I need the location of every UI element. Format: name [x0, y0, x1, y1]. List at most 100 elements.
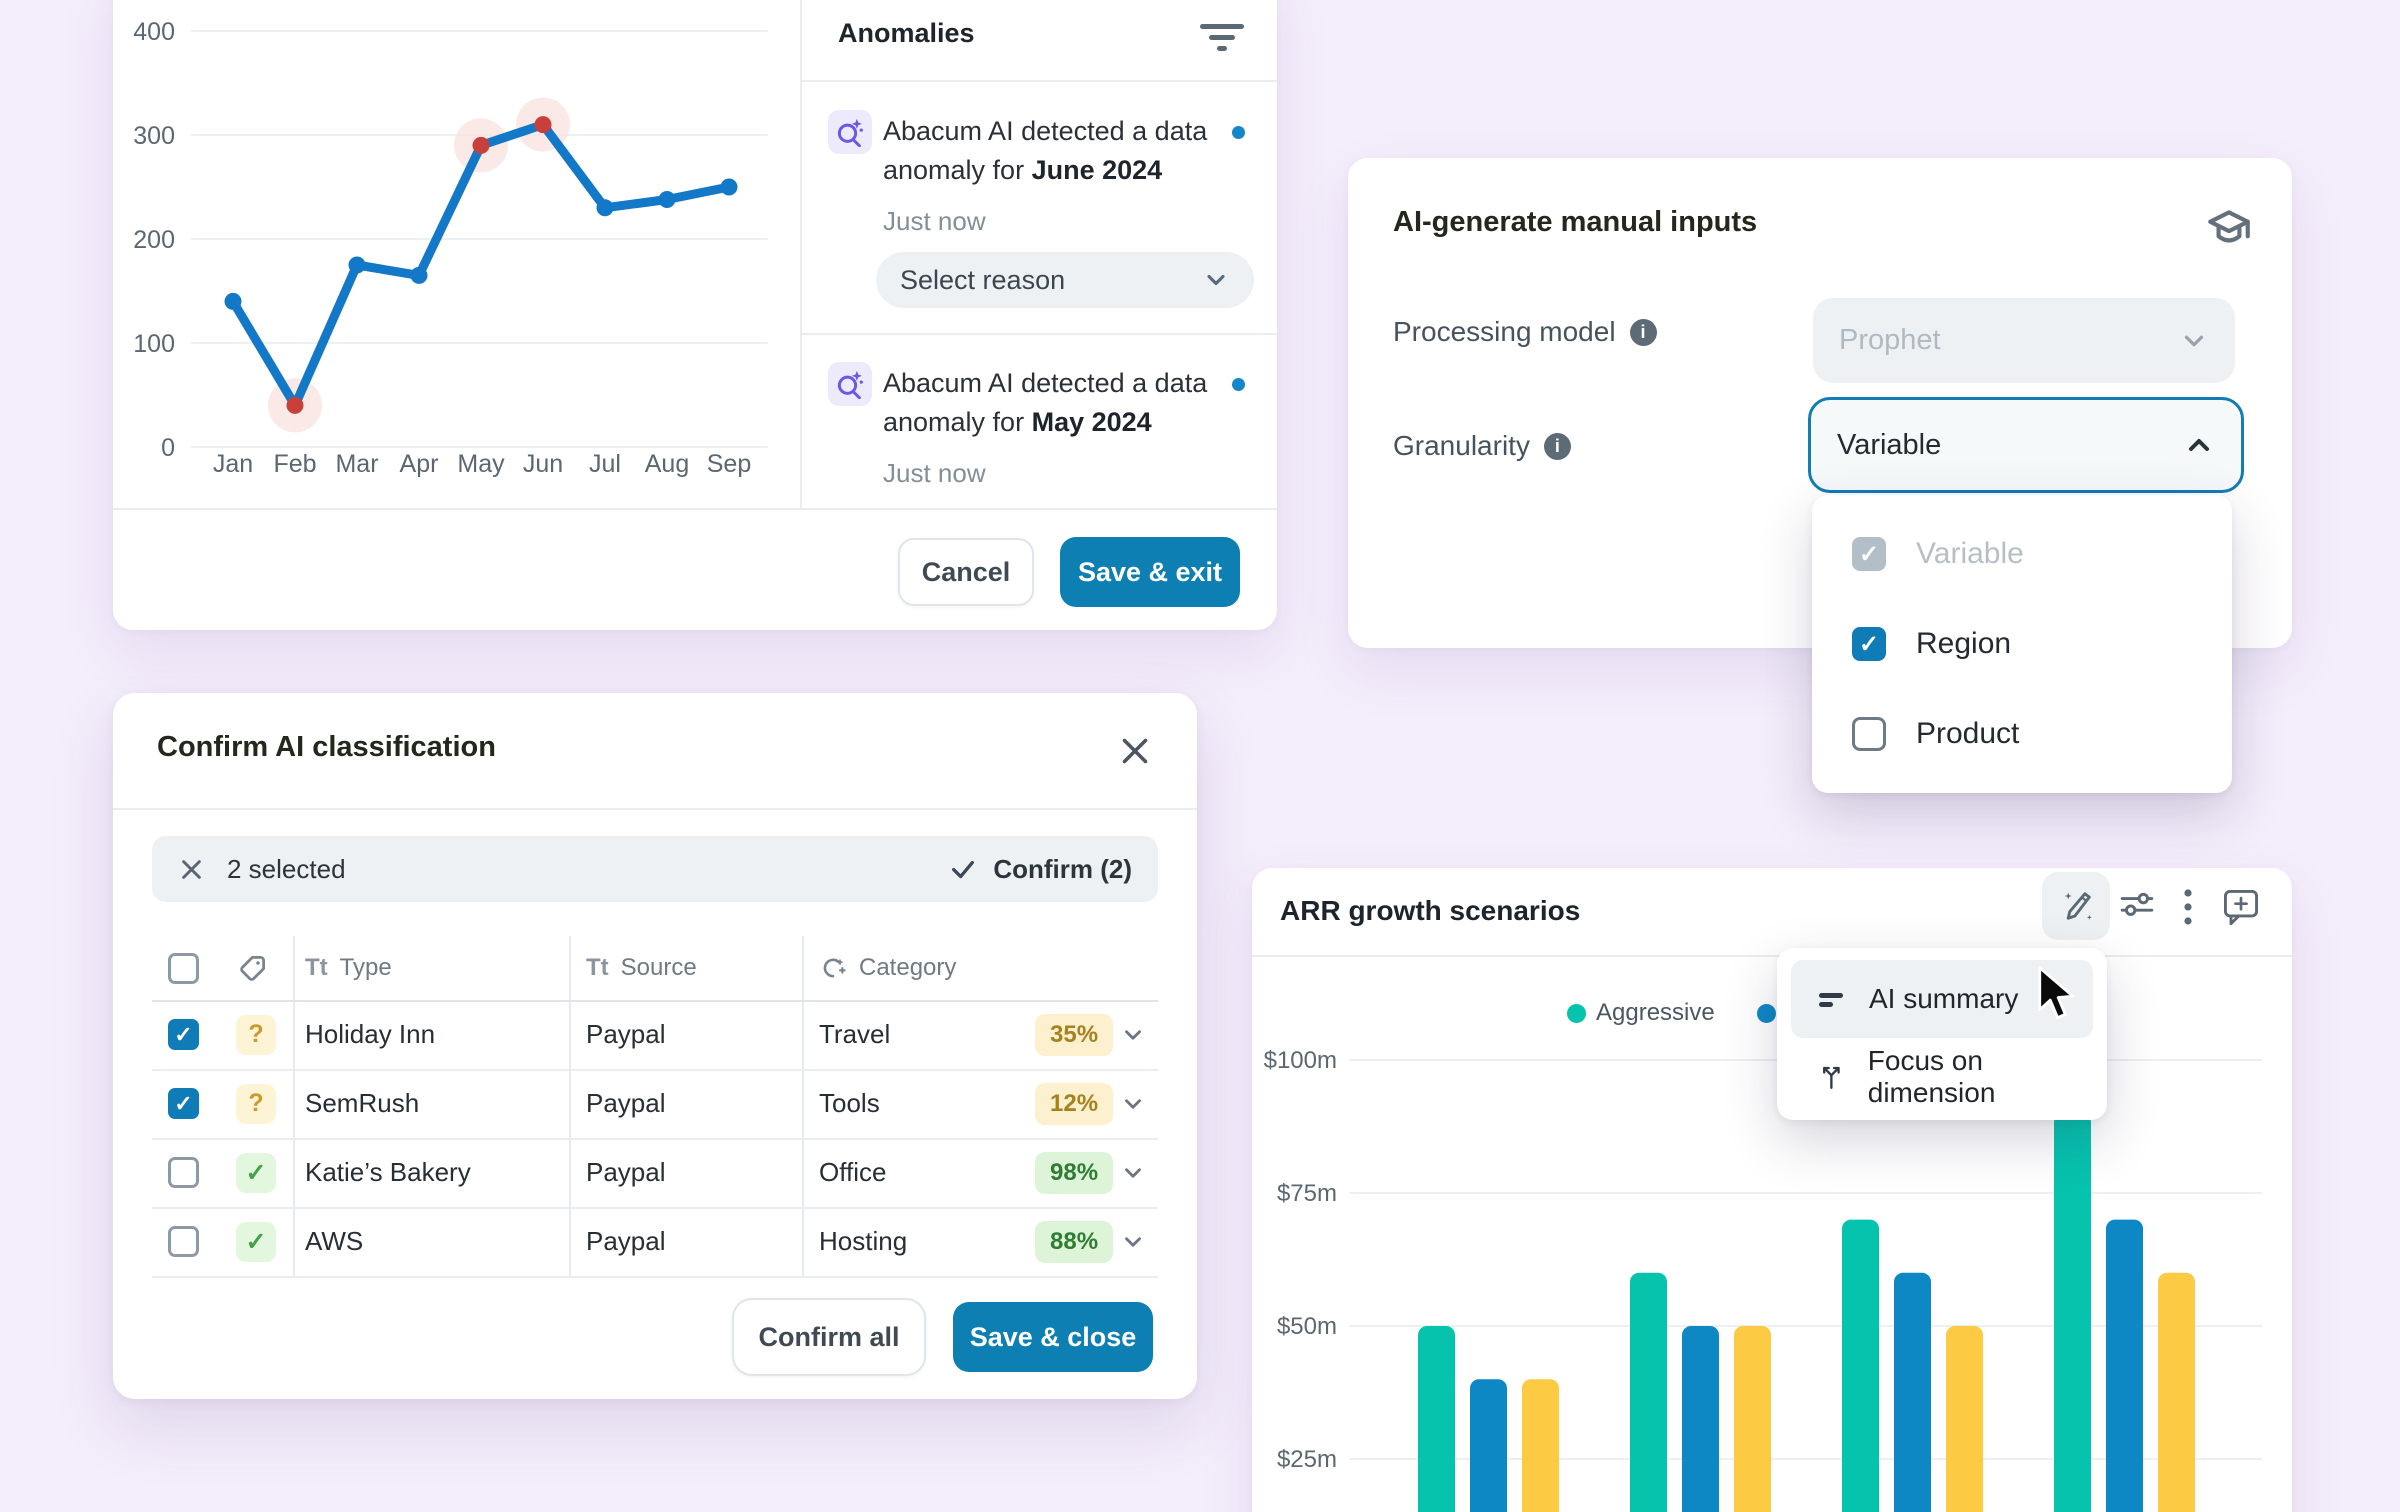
confidence-pill: 35% [1035, 1013, 1114, 1056]
option-label: Product [1916, 717, 2020, 750]
chevron-down-icon [1125, 1029, 1141, 1040]
chevron-down-icon [2184, 335, 2204, 346]
row-checkbox[interactable] [168, 1088, 199, 1119]
panel-divider [800, 0, 802, 508]
status-cell: ✓ [236, 1207, 276, 1276]
modal-title: Confirm AI classification [157, 731, 496, 763]
confirm-classification-modal: Confirm AI classification 2 selected Con… [113, 693, 1197, 1399]
chart-settings-button[interactable] [2116, 886, 2158, 928]
arr-scenarios-card: ARR growth scenarios [1252, 868, 2292, 1512]
checkbox[interactable] [1852, 717, 1886, 751]
anomaly-time: Just now [883, 206, 986, 236]
category-cell: Hosting [819, 1226, 908, 1256]
select-reason-dropdown[interactable]: Select reason [876, 252, 1254, 308]
forecast-line-chart: 400 300 200 100 0 Jan Feb Mar Apr May Jun Jul Aug Sep [133, 18, 768, 478]
ai-sparkle-icon [823, 958, 846, 978]
source-cell: Paypal [586, 1019, 666, 1049]
confirm-all-button[interactable]: Confirm all [732, 1298, 926, 1376]
confidence-cell: 35% [1035, 1000, 1114, 1069]
column-header-type[interactable]: Tt Type [305, 936, 392, 1000]
svg-text:May: May [457, 450, 505, 478]
row-checkbox-cell [168, 1138, 199, 1207]
more-options-button[interactable] [2170, 886, 2206, 928]
row-expand[interactable] [1120, 1207, 1146, 1276]
table-row[interactable]: ? Holiday Inn Paypal Travel 35% [152, 1000, 1158, 1071]
selected-count: 2 selected [227, 853, 346, 884]
save-exit-button[interactable]: Save & exit [1060, 537, 1240, 607]
granularity-label: Granularity i [1393, 430, 1571, 462]
row-checkbox[interactable] [168, 1019, 199, 1050]
clear-selection-icon[interactable] [178, 856, 205, 883]
svg-text:Jun: Jun [523, 450, 563, 478]
option-region[interactable]: Region [1812, 599, 2232, 689]
legend-item-aggressive[interactable]: Aggressive [1567, 999, 1715, 1027]
svg-text:400: 400 [133, 18, 175, 46]
close-icon[interactable] [1117, 733, 1153, 774]
confidence-pill: 12% [1035, 1082, 1114, 1125]
row-checkbox[interactable] [168, 1226, 199, 1257]
chevron-down-icon [1207, 274, 1225, 286]
cancel-button[interactable]: Cancel [898, 538, 1034, 606]
svg-text:Jan: Jan [213, 450, 253, 478]
checkbox[interactable] [1852, 627, 1886, 661]
info-icon[interactable]: i [1543, 432, 1571, 460]
confidence-cell: 98% [1035, 1138, 1114, 1207]
row-expand[interactable] [1120, 1069, 1146, 1138]
table-row[interactable]: ✓ AWS Paypal Hosting 88% [152, 1207, 1158, 1278]
source-cell: Paypal [586, 1088, 666, 1118]
column-header-source[interactable]: Tt Source [586, 936, 697, 1000]
table-row[interactable]: ? SemRush Paypal Tools 12% [152, 1069, 1158, 1140]
checkbox[interactable] [1852, 537, 1886, 571]
svg-text:Sep: Sep [707, 450, 751, 478]
svg-text:$75m: $75m [1277, 1180, 1337, 1207]
row-checkbox[interactable] [168, 1157, 199, 1188]
svg-text:Mar: Mar [335, 450, 378, 478]
save-close-button[interactable]: Save & close [953, 1302, 1153, 1372]
confidence-pill: 98% [1035, 1151, 1114, 1194]
info-icon[interactable]: i [1629, 318, 1657, 346]
option-variable[interactable]: Variable [1812, 509, 2232, 599]
ai-sparkle-icon [828, 110, 872, 154]
card-title: ARR growth scenarios [1280, 895, 1581, 926]
svg-text:200: 200 [133, 226, 175, 254]
split-arrows-icon [1823, 1066, 1840, 1089]
select-value: Prophet [1839, 324, 1941, 356]
divider [800, 333, 1277, 335]
svg-text:Apr: Apr [400, 450, 439, 478]
source-cell: Paypal [586, 1157, 666, 1187]
filter-icon[interactable] [1199, 20, 1245, 61]
granularity-select[interactable]: Variable [1808, 397, 2244, 493]
type-cell: SemRush [305, 1088, 420, 1118]
processing-model-select[interactable]: Prophet [1813, 298, 2235, 383]
granularity-popover: Variable Region Product [1812, 495, 2232, 793]
anomaly-text: Abacum AI detected a data anomaly for Ju… [883, 112, 1228, 190]
svg-text:300: 300 [133, 122, 175, 150]
sliders-icon [2120, 892, 2154, 916]
column-divider [802, 936, 804, 1276]
column-label: Source [620, 954, 697, 981]
summary-lines-icon [1819, 993, 1843, 1007]
table-row[interactable]: ✓ Katie’s Bakery Paypal Office 98% [152, 1138, 1158, 1209]
source-cell: Paypal [586, 1226, 666, 1256]
svg-text:0: 0 [161, 434, 175, 462]
field-label-text: Processing model [1393, 316, 1616, 347]
text-format-icon: Tt [586, 954, 609, 981]
magic-pen-button[interactable] [2042, 872, 2110, 940]
row-expand[interactable] [1120, 1138, 1146, 1207]
option-product[interactable]: Product [1812, 689, 2232, 779]
confirm-selected-button[interactable]: Confirm (2) [949, 854, 1132, 885]
column-header-category[interactable]: Category [819, 936, 956, 1000]
card-title: AI-generate manual inputs [1393, 206, 1758, 238]
confidence-pill: 88% [1035, 1220, 1114, 1263]
row-checkbox-cell [168, 1207, 199, 1276]
select-all-checkbox[interactable] [168, 952, 199, 984]
status-cell: ? [236, 1000, 276, 1069]
option-label: Variable [1916, 537, 2024, 570]
footer-divider [113, 508, 1277, 510]
text-format-icon: Tt [305, 954, 328, 981]
menu-item-focus-dimension[interactable]: Focus on dimension [1791, 1044, 2093, 1110]
mouse-cursor [2036, 966, 2082, 1027]
row-expand[interactable] [1120, 1000, 1146, 1069]
svg-text:Jul: Jul [589, 450, 621, 478]
add-comment-button[interactable] [2218, 886, 2264, 928]
